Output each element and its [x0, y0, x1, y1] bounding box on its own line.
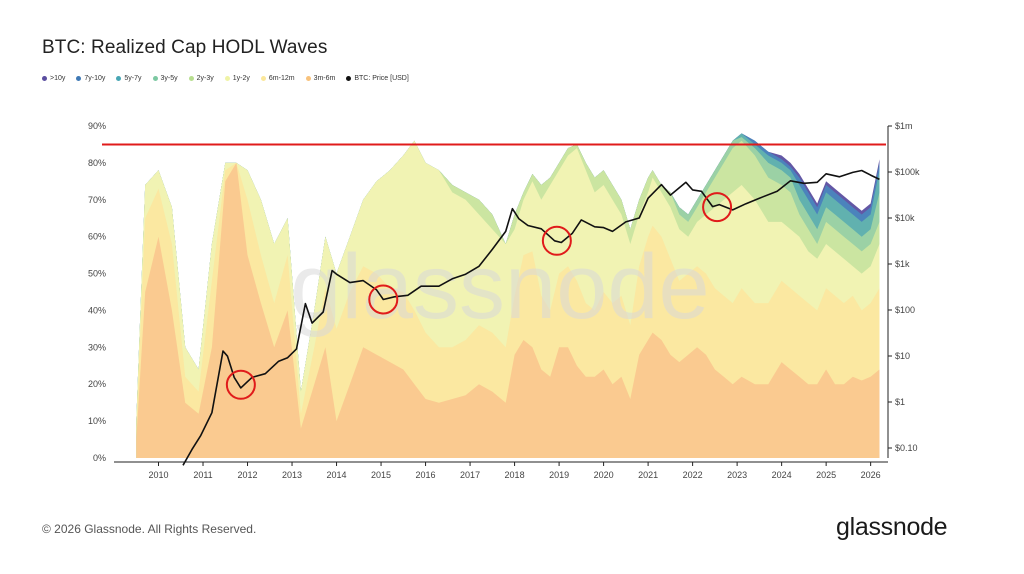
- highlight-circle: [702, 192, 733, 223]
- legend-swatch: [42, 76, 47, 81]
- x-tick-label: 2023: [727, 470, 747, 480]
- y2-tick-label: $0.10: [895, 443, 918, 453]
- y2-tick-label: $10: [895, 351, 910, 361]
- legend-item[interactable]: 3m-6m: [305, 75, 336, 82]
- y-tick-label: 60%: [88, 232, 106, 242]
- x-tick-label: 2022: [683, 470, 703, 480]
- x-tick-label: 2010: [148, 470, 168, 480]
- y2-tick-label: $1: [895, 397, 905, 407]
- x-tick-label: 2018: [505, 470, 525, 480]
- y-tick-label: 50%: [88, 269, 106, 279]
- legend-item[interactable]: BTC: Price [USD]: [346, 75, 409, 82]
- legend-label: BTC: Price [USD]: [354, 75, 409, 82]
- x-tick-label: 2026: [861, 470, 881, 480]
- legend-swatch: [305, 76, 311, 81]
- x-tick-label: 2020: [594, 470, 614, 480]
- x-tick-label: 2025: [816, 470, 836, 480]
- legend-label: 5y-7y: [124, 75, 142, 82]
- x-tick-label: 2013: [282, 470, 302, 480]
- y-tick-label: 40%: [88, 305, 106, 315]
- legend-swatch: [76, 76, 82, 81]
- legend-label: 7y-10y: [84, 75, 106, 82]
- legend-item[interactable]: 2y-3y: [188, 75, 214, 82]
- legend-item[interactable]: 3y-5y: [152, 75, 178, 82]
- legend-swatch: [116, 76, 122, 81]
- y-tick-label: 70%: [88, 195, 106, 205]
- x-tick-label: 2012: [238, 470, 258, 480]
- x-tick-label: 2017: [460, 470, 480, 480]
- y-tick-label: 30%: [88, 342, 106, 352]
- y2-tick-label: $100: [895, 305, 915, 315]
- copyright-text: © 2026 Glassnode. All Rights Reserved.: [42, 522, 257, 536]
- y2-tick-label: $1k: [895, 259, 910, 269]
- legend-swatch: [188, 76, 194, 81]
- legend-item[interactable]: 6m-12m: [260, 75, 295, 82]
- y-tick-label: 90%: [88, 121, 106, 131]
- highlight-circle: [368, 284, 399, 315]
- chart-title: BTC: Realized Cap HODL Waves: [42, 37, 328, 58]
- legend: >10y 7y-10y 5y-7y 3y-5y 2y-3y 1y-2y 6m-12m 3m-6…: [42, 75, 409, 82]
- y2-tick-label: $1m: [895, 121, 913, 131]
- legend-label: 3y-5y: [160, 75, 178, 82]
- legend-label: 6m-12m: [268, 75, 295, 82]
- legend-item[interactable]: >10y: [42, 75, 65, 82]
- watermark-text: glassnode: [290, 236, 709, 338]
- legend-item[interactable]: 1y-2y: [224, 75, 250, 82]
- x-tick-label: 2021: [638, 470, 658, 480]
- y-tick-label: 0%: [93, 453, 106, 463]
- y2-tick-label: $100k: [895, 167, 920, 177]
- legend-swatch: [260, 76, 266, 81]
- legend-item[interactable]: 7y-10y: [76, 75, 105, 82]
- x-tick-label: 2019: [549, 470, 569, 480]
- y-tick-label: 10%: [88, 416, 106, 426]
- glassnode-logo: glassnode: [836, 513, 948, 541]
- legend-label: 3m-6m: [313, 75, 336, 82]
- x-tick-label: 2014: [327, 470, 347, 480]
- legend-swatch: [152, 76, 158, 81]
- btc-price-line: [182, 169, 880, 466]
- legend-item[interactable]: 5y-7y: [116, 75, 142, 82]
- x-tick-label: 2024: [772, 470, 792, 480]
- legend-swatch: [346, 76, 352, 81]
- legend-label: 2y-3y: [196, 75, 214, 82]
- legend-label: 1y-2y: [232, 75, 250, 82]
- highlight-circle: [541, 225, 572, 256]
- legend-swatch: [224, 76, 230, 81]
- hodl-band-1: [136, 162, 880, 458]
- x-tick-label: 2016: [416, 470, 436, 480]
- x-tick-label: 2015: [371, 470, 391, 480]
- y-tick-label: 80%: [88, 158, 106, 168]
- y2-tick-label: $10k: [895, 213, 915, 223]
- highlight-circle: [225, 369, 256, 400]
- legend-label: >10y: [50, 75, 66, 82]
- y-tick-label: 20%: [88, 379, 106, 389]
- x-tick-label: 2011: [193, 470, 212, 480]
